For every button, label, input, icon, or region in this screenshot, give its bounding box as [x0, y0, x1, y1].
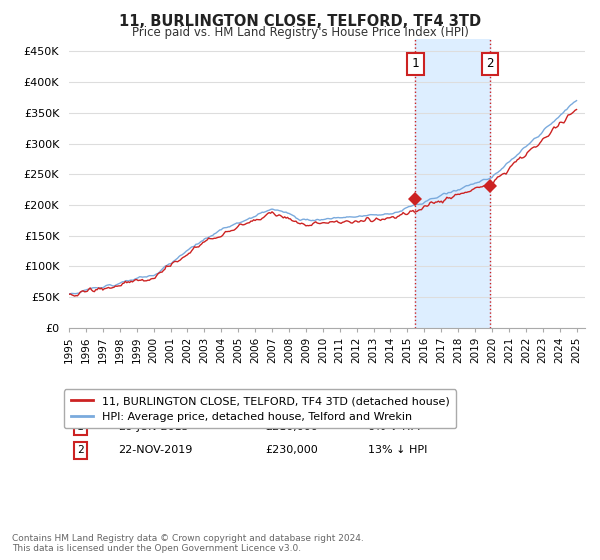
- Text: 1: 1: [412, 57, 419, 70]
- Text: 13% ↓ HPI: 13% ↓ HPI: [368, 445, 428, 455]
- Text: Price paid vs. HM Land Registry's House Price Index (HPI): Price paid vs. HM Land Registry's House …: [131, 26, 469, 39]
- Text: Contains HM Land Registry data © Crown copyright and database right 2024.
This d: Contains HM Land Registry data © Crown c…: [12, 534, 364, 553]
- Text: 1: 1: [77, 422, 84, 432]
- Bar: [415, 39, 490, 328]
- Text: 26-JUN-2015: 26-JUN-2015: [118, 422, 188, 432]
- Text: 2: 2: [77, 445, 84, 455]
- Legend: 11, BURLINGTON CLOSE, TELFORD, TF4 3TD (detached house), HPI: Average price, det: 11, BURLINGTON CLOSE, TELFORD, TF4 3TD (…: [64, 389, 457, 428]
- Text: 2: 2: [487, 57, 494, 70]
- Text: £230,000: £230,000: [265, 445, 318, 455]
- Text: £210,000: £210,000: [265, 422, 318, 432]
- Text: 6% ↓ HPI: 6% ↓ HPI: [368, 422, 421, 432]
- Text: 22-NOV-2019: 22-NOV-2019: [118, 445, 193, 455]
- Text: 11, BURLINGTON CLOSE, TELFORD, TF4 3TD: 11, BURLINGTON CLOSE, TELFORD, TF4 3TD: [119, 14, 481, 29]
